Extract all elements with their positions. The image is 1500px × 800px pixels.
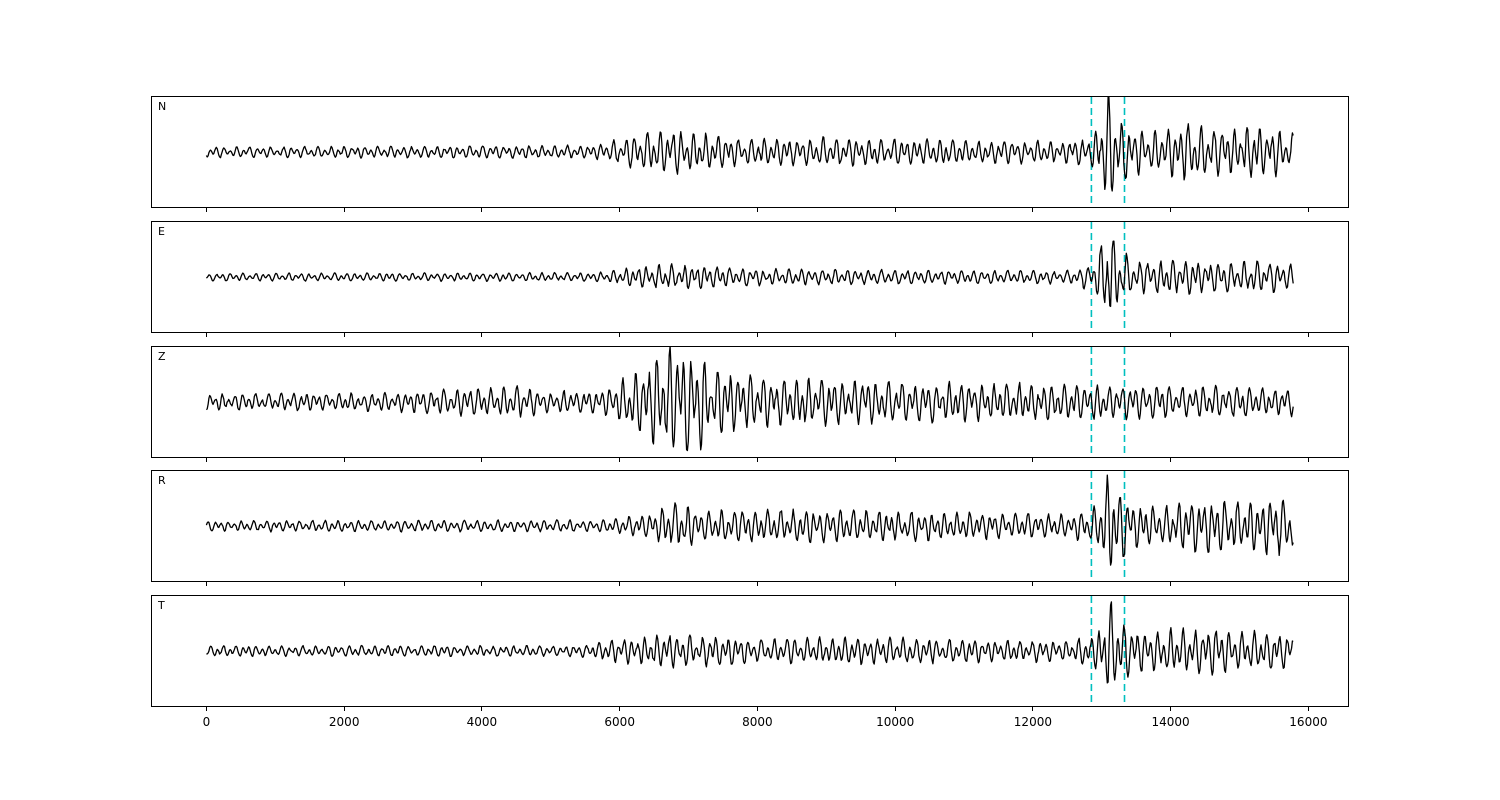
x-tick-mark [756, 707, 758, 711]
x-tick-label: 2000 [328, 715, 360, 729]
x-tick-mark [343, 582, 345, 587]
x-tick-label: 12000 [1013, 715, 1052, 729]
waveform-plot-R [205, 471, 1294, 582]
x-tick-mark [343, 332, 345, 337]
x-tick-label: 8000 [742, 715, 773, 729]
x-tick-mark [619, 332, 621, 337]
x-tick-mark [894, 332, 896, 337]
x-tick-mark [481, 582, 483, 587]
x-tick-mark [756, 457, 758, 462]
x-tick-mark [205, 457, 207, 462]
x-tick-mark [1170, 332, 1172, 337]
x-tick-mark [481, 707, 483, 711]
x-tick-mark [343, 208, 345, 212]
panel-label-N: N [158, 100, 167, 113]
x-tick-mark [619, 208, 621, 212]
panel-label-Z: Z [158, 349, 166, 363]
x-tick-mark [205, 707, 207, 711]
x-tick-label: 6000 [604, 715, 635, 729]
waveform-plot-T [206, 596, 1294, 706]
x-tick-mark [1032, 332, 1034, 337]
x-tick-mark [619, 582, 621, 587]
waveform-R [205, 474, 1294, 566]
x-tick-mark [756, 332, 758, 337]
x-tick-mark [1170, 582, 1172, 587]
x-tick-mark [481, 332, 483, 337]
x-tick-mark [1307, 208, 1309, 212]
waveform-N [205, 97, 1294, 192]
x-tick-mark [894, 208, 896, 212]
x-tick-mark [1307, 707, 1309, 711]
x-tick-mark [205, 208, 207, 212]
x-tick-mark [205, 582, 207, 587]
x-tick-mark [481, 457, 483, 462]
panel-Z: Z [151, 345, 1349, 458]
x-tick-mark [1032, 707, 1034, 711]
x-tick-mark [343, 707, 345, 711]
panel-label-R: R [158, 474, 166, 488]
x-tick-mark [756, 208, 758, 212]
x-tick-mark [205, 332, 207, 337]
x-tick-mark [1032, 582, 1034, 587]
panel-label-T: T [158, 599, 165, 612]
x-tick-mark [1307, 457, 1309, 462]
x-tick-mark [1032, 457, 1034, 462]
x-tick-label: 0 [202, 715, 211, 729]
x-tick-mark [619, 457, 621, 462]
x-tick-mark [1170, 707, 1172, 711]
waveform-Z [205, 346, 1294, 451]
waveform-T [206, 601, 1294, 684]
x-tick-mark [481, 208, 483, 212]
panel-N: N [151, 96, 1349, 208]
panel-E: E [151, 220, 1349, 333]
x-tick-mark [894, 707, 896, 711]
panel-T: T [151, 595, 1349, 707]
x-tick-mark [1032, 208, 1034, 212]
x-tick-label: 10000 [876, 715, 915, 729]
x-tick-mark [619, 707, 621, 711]
waveform-E [205, 240, 1294, 307]
x-tick-mark [1307, 582, 1309, 587]
x-tick-mark [343, 457, 345, 462]
x-tick-mark [1170, 208, 1172, 212]
panel-label-E: E [158, 224, 165, 238]
panel-R: R [151, 470, 1349, 583]
x-tick-label: 4000 [466, 715, 498, 729]
x-tick-mark [1170, 457, 1172, 462]
x-tick-mark [894, 582, 896, 587]
x-tick-mark [756, 582, 758, 587]
x-tick-mark [1307, 332, 1309, 337]
x-tick-mark [894, 457, 896, 462]
x-tick-label: 14000 [1151, 715, 1190, 729]
x-tick-label: 16000 [1289, 715, 1328, 729]
waveform-plot-Z [205, 346, 1294, 457]
waveform-plot-N [205, 97, 1294, 207]
waveform-plot-E [205, 221, 1294, 332]
